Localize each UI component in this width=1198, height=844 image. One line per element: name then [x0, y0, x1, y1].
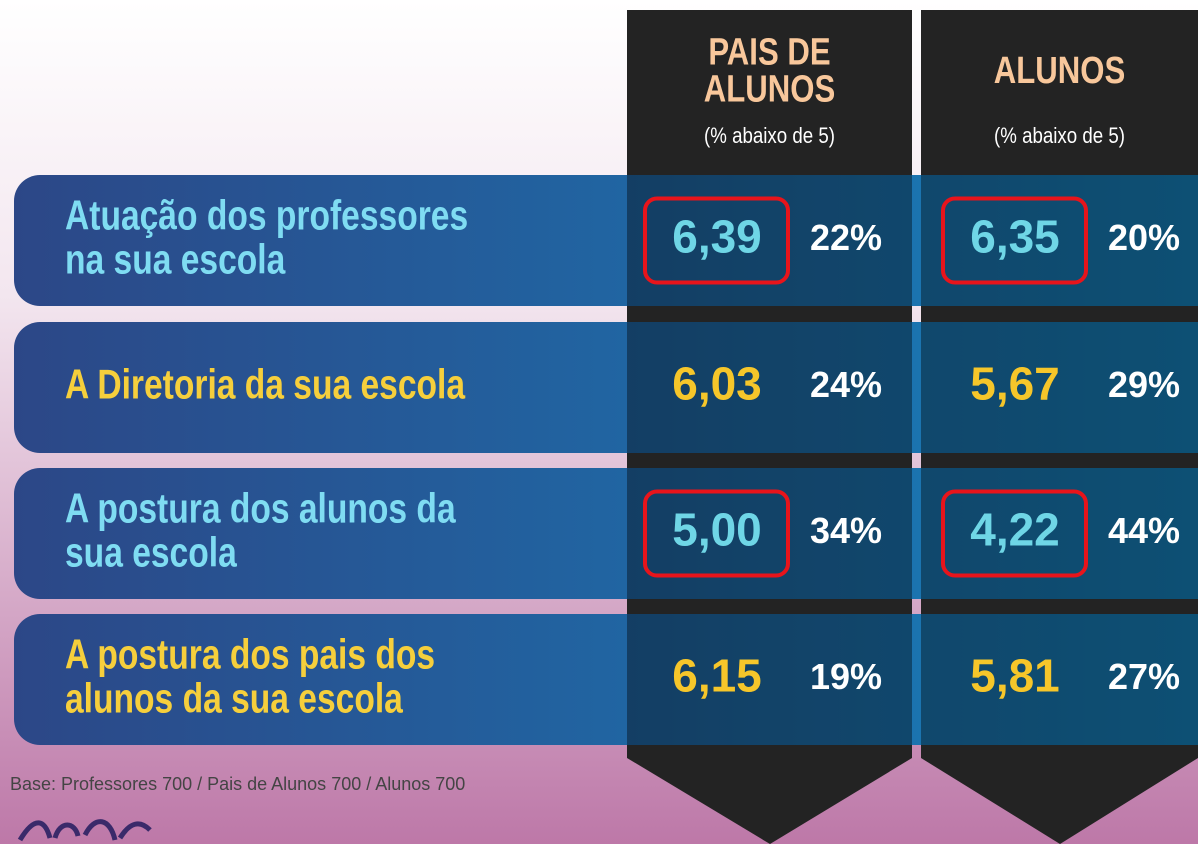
cell-percent: 20%: [1108, 217, 1180, 258]
highlight-box: [941, 196, 1088, 285]
cell-percent: 19%: [810, 656, 882, 697]
column-subtitle: (% abaixo de 5): [994, 124, 1125, 148]
logo: [17, 819, 152, 842]
row-band: [14, 468, 1198, 599]
column-overlay: [921, 322, 1198, 453]
highlight-box: [941, 489, 1088, 578]
cell-value: 5,00: [672, 504, 762, 556]
cell-value: 5,81: [970, 650, 1060, 702]
row-band: [14, 614, 1198, 745]
cell-percent: 22%: [810, 217, 882, 258]
row-label: na sua escola: [65, 237, 286, 283]
column-title: ALUNOS: [704, 69, 836, 111]
cell-value: 6,39: [672, 211, 762, 263]
cell-percent: 27%: [1108, 656, 1180, 697]
column-overlay: [627, 614, 912, 745]
row-label: A postura dos pais dos: [65, 632, 435, 678]
cell-value: 6,35: [970, 211, 1060, 263]
column-overlay: [921, 614, 1198, 745]
footer: Base: Professores 700 / Pais de Alunos 7…: [10, 774, 465, 794]
cell-percent: 29%: [1108, 364, 1180, 405]
row-label: alunos da sua escola: [65, 676, 404, 722]
highlight-box: [643, 489, 790, 578]
cell-value: 6,15: [672, 650, 762, 702]
column-title: ALUNOS: [994, 50, 1126, 92]
row-label: A Diretoria da sua escola: [65, 362, 466, 408]
cell-value: 4,22: [970, 504, 1060, 556]
column-overlay: [627, 322, 912, 453]
cell-percent: 24%: [810, 364, 882, 405]
row-label: Atuação dos professores: [65, 193, 468, 239]
highlight-box: [643, 196, 790, 285]
cell-value: 6,03: [672, 358, 762, 410]
row-band: [14, 175, 1198, 306]
row-band: [14, 322, 1198, 453]
column-title: PAIS DE: [708, 32, 830, 74]
cell-value: 5,67: [970, 358, 1060, 410]
row-label: sua escola: [65, 530, 238, 576]
cell-percent: 34%: [810, 510, 882, 551]
cell-percent: 44%: [1108, 510, 1180, 551]
column-subtitle: (% abaixo de 5): [704, 124, 835, 148]
row-label: A postura dos alunos da: [65, 486, 456, 532]
